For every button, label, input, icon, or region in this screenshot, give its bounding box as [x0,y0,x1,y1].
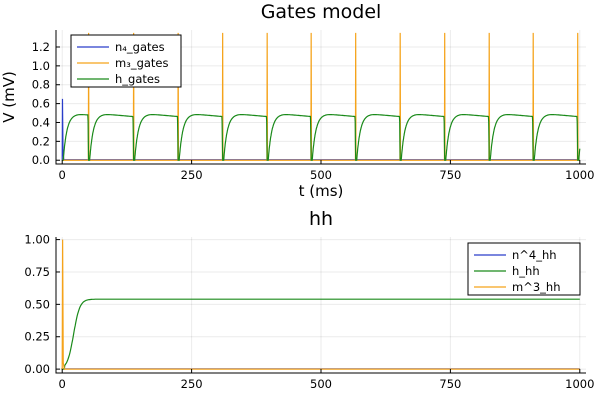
x-tick-label: 0 [59,168,66,182]
x-tick-label: 0 [59,377,66,391]
series-line-m3-hh [61,239,580,370]
x-tick-label: 750 [439,168,461,182]
x-tick-label: 500 [310,377,332,391]
legend-box [467,242,581,296]
x-axis-label: t (ms) [299,182,344,200]
y-tick-label: 1.00 [24,233,50,247]
x-tick-label: 250 [181,377,203,391]
panel-gates-model: 0 250 500 750 1000 0.0 0.2 0.4 0.6 0.8 1.0 1.2 Gates… [0,1,594,200]
y-tick-label: 0.2 [32,134,50,148]
y-tick-label: 0.8 [32,78,50,92]
x-tick-label: 1000 [565,377,594,391]
x-tick-label: 1000 [565,168,594,182]
legend-label: m₃_gates [115,56,169,70]
legend-label: n₄_gates [115,40,165,54]
y-tick-label: 0.75 [24,265,50,279]
axis-spines [55,237,586,374]
legend-label: n^4_hh [512,248,557,262]
series-line-h-hh [60,298,580,370]
chart-title: hh [309,208,333,230]
axis-spines [55,30,586,165]
series-line-m3-gates [62,32,580,161]
panel-hh: 0 250 500 750 1000 0.00 0.25 0.50 0.75 1.00 hh n^4_… [24,208,594,391]
series-group [61,32,581,161]
x-tick-label: 250 [181,168,203,182]
series-group [60,239,580,370]
chart-title: Gates model [261,1,382,23]
x-tick-label: 750 [439,377,461,391]
legend: n^4_hh h_hh m^3_hh [467,242,581,296]
y-tick-label: 0.50 [24,297,50,311]
y-tick-label: 1.2 [32,40,50,54]
y-tick-label: 1.0 [32,59,50,73]
legend-label: h_hh [512,264,540,278]
legend-box [70,34,182,88]
y-axis-label: V (mV) [0,71,18,123]
y-tick-label: 0.25 [24,330,50,344]
y-tick-label: 0.0 [32,153,50,167]
x-tick-label: 500 [310,168,332,182]
y-tick-label: 0.4 [32,115,50,129]
y-tick-label: 0.00 [24,362,50,376]
series-line-n4-gates [61,98,579,161]
legend-label: m^3_hh [512,280,560,294]
legend-label: h_gates [115,72,160,86]
y-tick-label: 0.6 [32,97,50,111]
series-line-h-gates [62,114,581,161]
legend: n₄_gates m₃_gates h_gates [70,34,182,88]
